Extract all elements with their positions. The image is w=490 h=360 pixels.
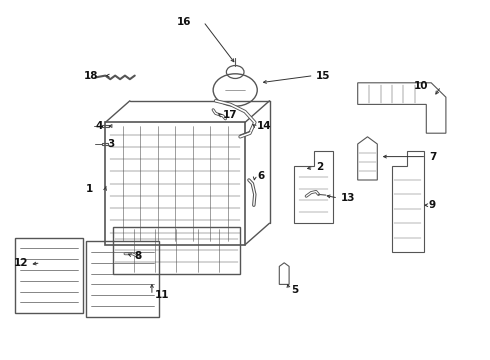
Bar (105, 122, 245, 245)
Text: 10: 10 (414, 81, 429, 91)
Text: 8: 8 (135, 251, 142, 261)
Text: 5: 5 (292, 285, 299, 295)
Text: 17: 17 (223, 110, 238, 120)
Text: 7: 7 (429, 152, 436, 162)
Text: 3: 3 (108, 139, 115, 149)
Text: 12: 12 (14, 258, 28, 268)
Text: 18: 18 (83, 71, 98, 81)
Bar (113, 227, 240, 274)
Text: 16: 16 (176, 17, 191, 27)
Text: 14: 14 (257, 121, 272, 131)
Bar (86, 241, 159, 317)
Text: 6: 6 (257, 171, 265, 181)
Text: 11: 11 (154, 290, 169, 300)
Text: 2: 2 (316, 162, 323, 172)
Text: 15: 15 (316, 71, 331, 81)
Text: 4: 4 (96, 121, 103, 131)
Bar (15, 238, 83, 313)
Text: 13: 13 (341, 193, 355, 203)
Bar (102, 143, 108, 145)
Bar (102, 125, 109, 127)
Text: 9: 9 (429, 200, 436, 210)
Text: 1: 1 (86, 184, 93, 194)
